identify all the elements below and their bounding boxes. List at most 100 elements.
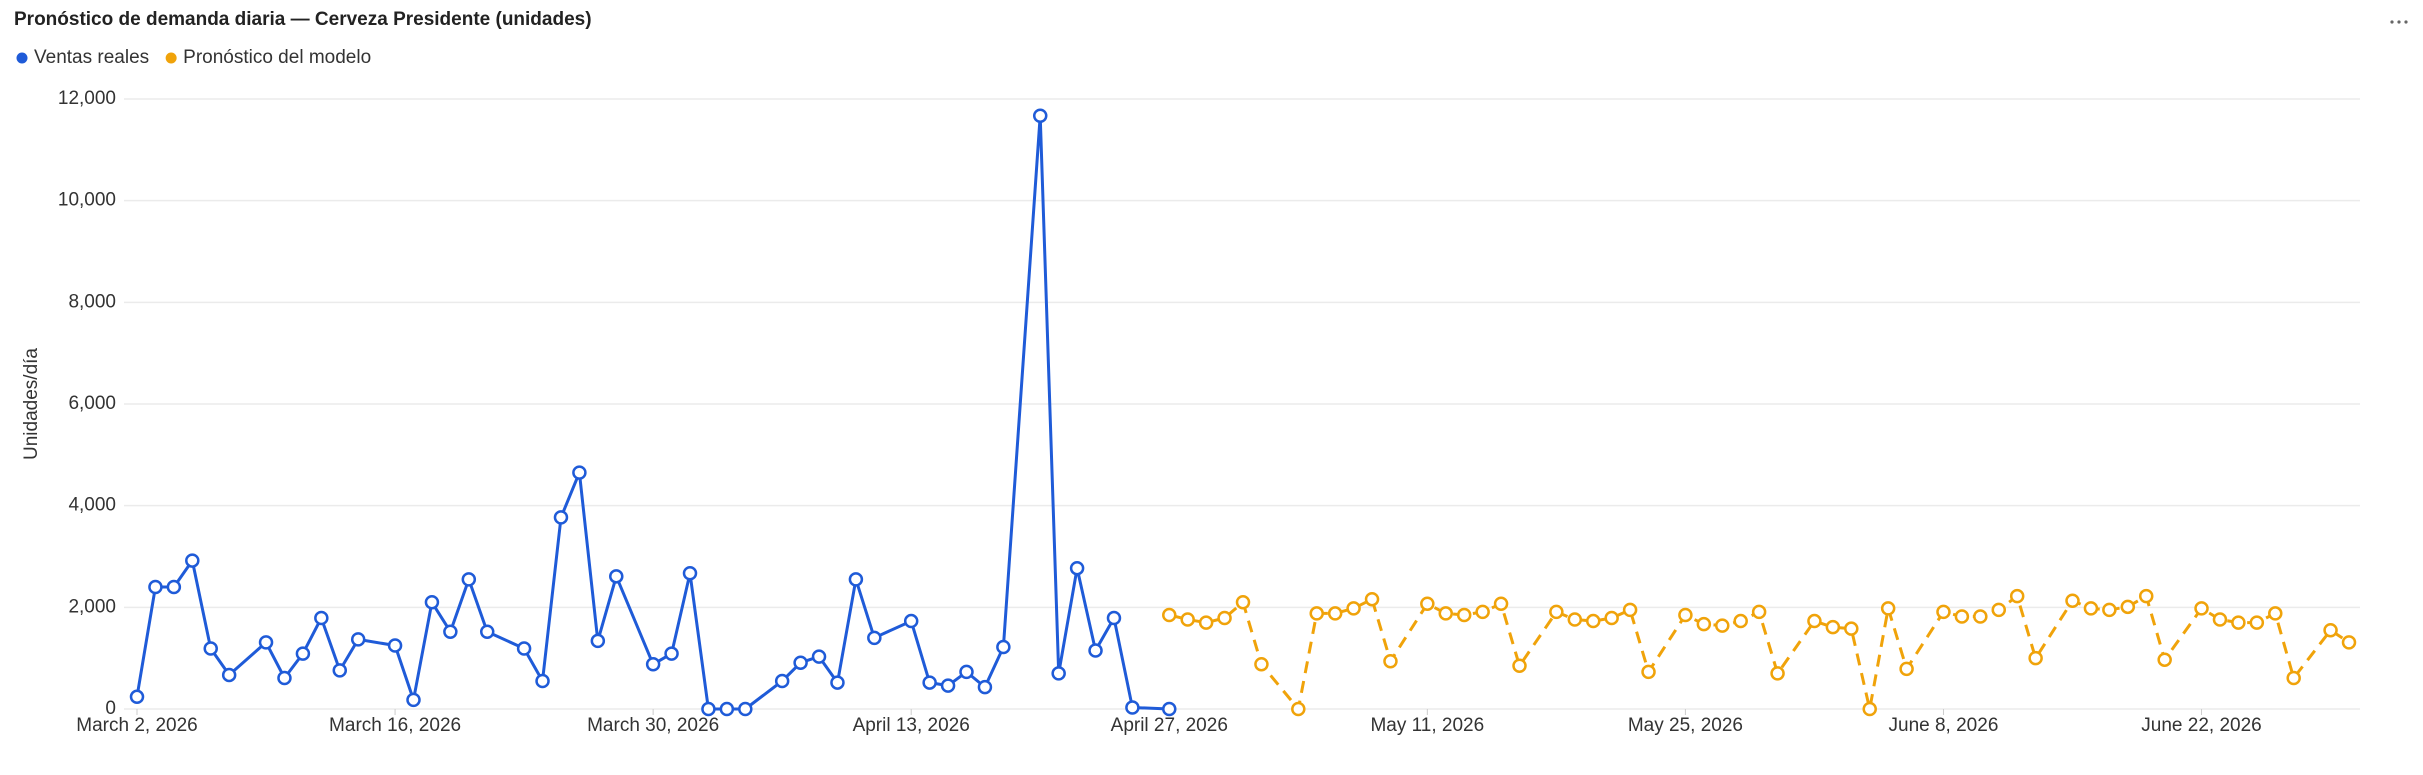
point — [1106, 610, 1122, 626]
point — [1751, 604, 1767, 620]
point — [2065, 593, 2080, 608]
point — [129, 689, 145, 705]
point — [516, 641, 532, 656]
point — [1862, 701, 1877, 717]
point — [553, 510, 569, 525]
x-tick-label: April 13, 2026 — [853, 715, 970, 736]
point — [609, 569, 624, 584]
point — [2120, 599, 2136, 615]
point — [1309, 606, 1324, 621]
point — [1069, 560, 1085, 576]
legend-marker — [165, 52, 177, 64]
legend-label: Pronóstico del modelo — [183, 47, 371, 68]
point — [1420, 596, 1435, 612]
point — [903, 613, 919, 629]
point — [2102, 602, 2117, 618]
point — [277, 670, 292, 686]
y-tick-label: 4,000 — [68, 495, 116, 516]
x-tick-label: June 8, 2026 — [1889, 715, 1999, 736]
point — [996, 639, 1011, 655]
point — [1567, 612, 1583, 627]
point — [572, 465, 587, 480]
x-tick-label: May 25, 2026 — [1628, 715, 1743, 736]
point — [1162, 607, 1177, 623]
point — [1604, 610, 1619, 626]
point — [2194, 601, 2209, 616]
x-tick-label: March 16, 2026 — [329, 715, 461, 736]
point — [2212, 612, 2228, 627]
point — [1622, 602, 1638, 618]
point — [1088, 643, 1103, 658]
point — [148, 579, 163, 595]
point — [590, 633, 606, 649]
point — [2286, 670, 2301, 686]
point — [1844, 621, 1859, 636]
point — [1125, 700, 1140, 715]
point — [1383, 653, 1398, 669]
point — [774, 673, 790, 689]
point — [2138, 588, 2154, 604]
point — [1346, 601, 1361, 616]
point — [664, 646, 679, 661]
y-tick-label: 10,000 — [58, 190, 116, 211]
point — [940, 678, 956, 693]
point — [1770, 666, 1785, 681]
point — [1032, 108, 1048, 124]
point — [295, 646, 311, 661]
x-tick-label: April 27, 2026 — [1111, 715, 1228, 736]
point — [203, 641, 218, 656]
point — [185, 553, 200, 568]
x-tick-label: March 30, 2026 — [587, 715, 719, 736]
point — [1807, 613, 1822, 629]
y-tick-label: 8,000 — [68, 291, 116, 312]
point — [1438, 606, 1454, 621]
point — [959, 664, 974, 680]
point — [2028, 650, 2043, 666]
point — [867, 630, 882, 646]
point — [479, 624, 495, 639]
point — [701, 701, 716, 717]
point — [811, 649, 827, 664]
chart-title: Pronóstico de demanda diaria — Cerveza P… — [14, 9, 592, 30]
point — [1954, 609, 1970, 624]
point — [2341, 635, 2357, 650]
x-tick-label: May 11, 2026 — [1370, 715, 1484, 736]
point — [2083, 601, 2099, 616]
point — [406, 692, 421, 708]
point — [1217, 610, 1232, 626]
point — [922, 675, 937, 690]
y-axis-label: Unidades/día — [21, 348, 42, 460]
y-tick-label: 0 — [105, 698, 116, 719]
legend-marker — [16, 52, 28, 64]
point — [2268, 606, 2283, 621]
point — [1291, 701, 1306, 717]
point — [1733, 613, 1748, 629]
point — [1899, 661, 1914, 677]
point — [1327, 606, 1343, 621]
point — [314, 610, 329, 626]
point — [221, 667, 237, 683]
y-tick-label: 2,000 — [68, 596, 116, 617]
point — [1051, 666, 1066, 681]
point — [1991, 602, 2007, 618]
point — [977, 679, 993, 695]
point — [793, 655, 808, 670]
point — [1512, 658, 1527, 674]
point — [738, 701, 753, 717]
point — [1235, 595, 1251, 610]
y-tick-label: 12,000 — [58, 88, 116, 109]
point — [2249, 615, 2265, 630]
point — [719, 701, 735, 717]
menu-button[interactable] — [2390, 20, 2408, 24]
point — [1198, 615, 1214, 630]
point — [350, 632, 366, 647]
x-tick-label: March 2, 2026 — [76, 715, 197, 736]
point — [535, 673, 550, 689]
point — [1456, 607, 1472, 623]
point — [1493, 596, 1509, 612]
point — [2009, 588, 2025, 604]
point — [387, 638, 403, 653]
point — [332, 663, 348, 678]
point — [1678, 607, 1693, 623]
point — [258, 635, 274, 650]
